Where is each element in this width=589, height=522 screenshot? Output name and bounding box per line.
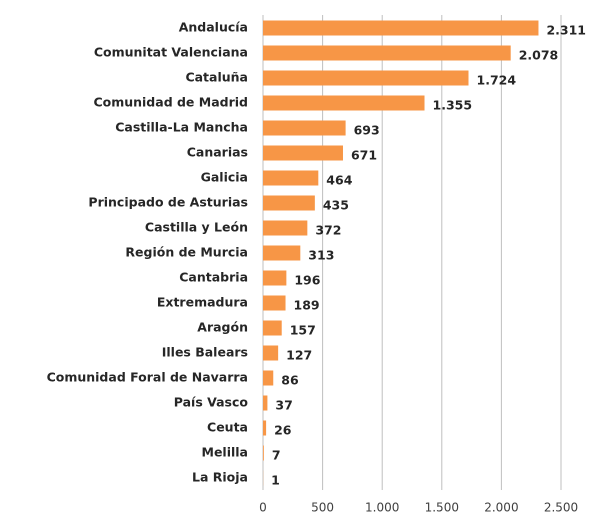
- y-tick-label: Canarias: [187, 145, 248, 160]
- x-tick-label: 2.500: [544, 501, 578, 515]
- x-tick-label: 0: [259, 501, 267, 515]
- bar: [263, 296, 286, 311]
- data-label: 127: [286, 348, 312, 363]
- y-tick-label: Cataluña: [185, 70, 248, 85]
- y-tick-label: Comunitat Valenciana: [94, 45, 248, 60]
- data-label: 157: [290, 323, 316, 338]
- data-label: 372: [315, 223, 341, 238]
- bar: [263, 271, 286, 286]
- y-tick-label: Andalucía: [179, 20, 248, 35]
- y-tick-label: Castilla y León: [145, 220, 248, 235]
- bar: [263, 21, 538, 36]
- bar: [263, 246, 300, 261]
- data-label: 313: [308, 248, 334, 263]
- data-label: 26: [274, 423, 292, 438]
- bar: [263, 446, 264, 461]
- bar: [263, 146, 343, 161]
- bar: [263, 371, 273, 386]
- y-tick-label: La Rioja: [192, 470, 248, 485]
- data-label: 2.311: [546, 23, 586, 38]
- x-tick-label: 1.000: [365, 501, 399, 515]
- bar: [263, 221, 307, 236]
- data-label: 2.078: [519, 48, 559, 63]
- bar: [263, 321, 282, 336]
- data-label: 7: [272, 448, 281, 463]
- y-tick-label: Extremadura: [157, 295, 248, 310]
- y-tick-label: Aragón: [197, 320, 248, 335]
- x-tick-label: 2.000: [484, 501, 518, 515]
- y-tick-label: Región de Murcia: [125, 245, 248, 260]
- data-label: 37: [275, 398, 292, 413]
- data-label: 86: [281, 373, 299, 388]
- y-tick-label: Illes Balears: [162, 345, 248, 360]
- bar: [263, 171, 318, 186]
- bar: [263, 196, 315, 211]
- bar: [263, 46, 511, 61]
- y-tick-label: Cantabria: [179, 270, 248, 285]
- data-label: 693: [354, 123, 380, 138]
- y-tick-label: Comunidad de Madrid: [93, 95, 248, 110]
- x-tick-label: 1.500: [425, 501, 459, 515]
- bar: [263, 346, 278, 361]
- bar: [263, 71, 469, 86]
- data-label: 1: [271, 473, 280, 488]
- y-tick-label: Comunidad Foral de Navarra: [47, 370, 248, 385]
- data-label: 196: [294, 273, 320, 288]
- data-label: 671: [351, 148, 377, 163]
- y-tick-label: Melilla: [202, 445, 249, 460]
- y-tick-label: Principado de Asturias: [88, 195, 248, 210]
- y-tick-label: País Vasco: [174, 395, 249, 410]
- bar: [263, 421, 266, 436]
- bar: [263, 96, 425, 111]
- bar: [263, 121, 346, 136]
- data-label: 1.724: [477, 73, 517, 88]
- y-tick-label: Galicia: [201, 170, 248, 185]
- x-tick-label: 500: [311, 501, 334, 515]
- data-label: 435: [323, 198, 349, 213]
- data-label: 464: [326, 173, 352, 188]
- data-label: 1.355: [433, 98, 473, 113]
- bar: [263, 396, 267, 411]
- y-tick-label: Castilla-La Mancha: [115, 120, 248, 135]
- data-label: 189: [294, 298, 320, 313]
- y-tick-label: Ceuta: [207, 420, 248, 435]
